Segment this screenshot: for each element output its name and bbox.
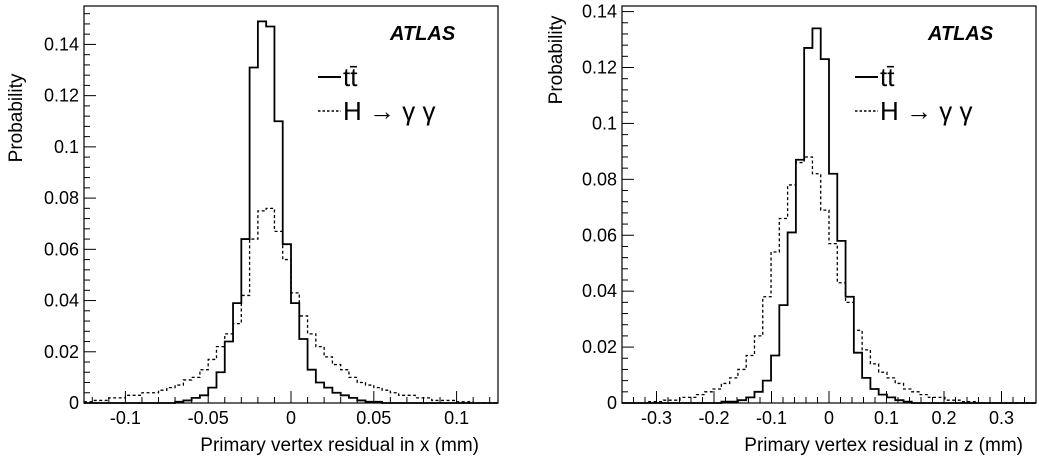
- series-ttbar-line: [84, 21, 498, 403]
- x-axis-title: Primary vertex residual in z (mm): [744, 435, 1023, 456]
- y-tick-label: 0.06: [582, 225, 617, 245]
- atlas-label: ATLAS: [389, 23, 456, 45]
- y-tick-label: 0.08: [44, 188, 79, 208]
- x-tick-label: 0.3: [989, 408, 1014, 428]
- x-tick-label: 0.1: [444, 408, 469, 428]
- legend: tt̄ H → γ γ: [855, 62, 972, 126]
- legend: tt̄ H → γ γ: [318, 62, 435, 126]
- y-axis-ticks: 0 0.02 0.04 0.06 0.08 0.1 0.12 0.14: [44, 14, 96, 413]
- y-tick-label: 0: [69, 393, 79, 413]
- x-tick-label: -0.3: [641, 408, 672, 428]
- chart-panel-x-residual: -0.1 -0.05 0 0.05 0.1 0 0.02 0.04 0.06 0.08 0.1 0.…: [6, 6, 498, 456]
- x-axis-ticks: -0.3 -0.2 -0.1 0 0.1 0.2 0.3: [622, 391, 1036, 428]
- y-axis-title: Probability: [546, 15, 567, 104]
- x-tick-label: 0.2: [931, 408, 956, 428]
- x-tick-label: -0.1: [756, 408, 787, 428]
- y-tick-label: 0.04: [582, 281, 617, 301]
- legend-label-ttbar: tt̄: [880, 62, 895, 92]
- y-tick-label: 0.02: [582, 337, 617, 357]
- y-tick-label: 0: [607, 393, 617, 413]
- x-tick-label: 0.05: [356, 408, 391, 428]
- series-hgg-line: [622, 157, 1036, 403]
- y-tick-label: 0.12: [44, 86, 79, 106]
- y-tick-label: 0.14: [582, 2, 617, 22]
- y-tick-label: 0.06: [44, 239, 79, 259]
- legend-label-ttbar: tt̄: [343, 62, 358, 92]
- chart-panel-z-residual: -0.3 -0.2 -0.1 0 0.1 0.2 0.3 0 0.02 0.04 0.06 0.08…: [546, 2, 1036, 456]
- histogram-series-layer: [84, 21, 498, 403]
- y-tick-label: 0.02: [44, 342, 79, 362]
- y-tick-label: 0.1: [54, 137, 79, 157]
- series-hgg-line: [84, 208, 498, 403]
- x-tick-label: 0: [824, 408, 834, 428]
- y-tick-label: 0.1: [592, 113, 617, 133]
- x-tick-label: 0.1: [874, 408, 899, 428]
- y-axis-title: Probability: [6, 73, 27, 162]
- histogram-series-layer: [622, 28, 1036, 403]
- x-axis-ticks: -0.1 -0.05 0 0.05 0.1: [92, 391, 489, 428]
- y-tick-label: 0.14: [44, 34, 79, 54]
- plot-frame: [84, 6, 498, 403]
- x-tick-label: 0: [286, 408, 296, 428]
- x-tick-label: -0.1: [110, 408, 141, 428]
- x-tick-label: -0.2: [698, 408, 729, 428]
- y-tick-label: 0.08: [582, 169, 617, 189]
- y-tick-label: 0.04: [44, 291, 79, 311]
- legend-label-hgg: H → γ γ: [343, 96, 435, 126]
- legend-label-hgg: H → γ γ: [880, 96, 972, 126]
- atlas-label: ATLAS: [927, 23, 994, 45]
- plot-frame-border: [84, 6, 498, 403]
- y-tick-label: 0.12: [582, 58, 617, 78]
- y-axis-ticks: 0 0.02 0.04 0.06 0.08 0.1 0.12 0.14: [582, 2, 634, 413]
- x-axis-title: Primary vertex residual in x (mm): [200, 435, 479, 456]
- x-tick-label: -0.05: [188, 408, 229, 428]
